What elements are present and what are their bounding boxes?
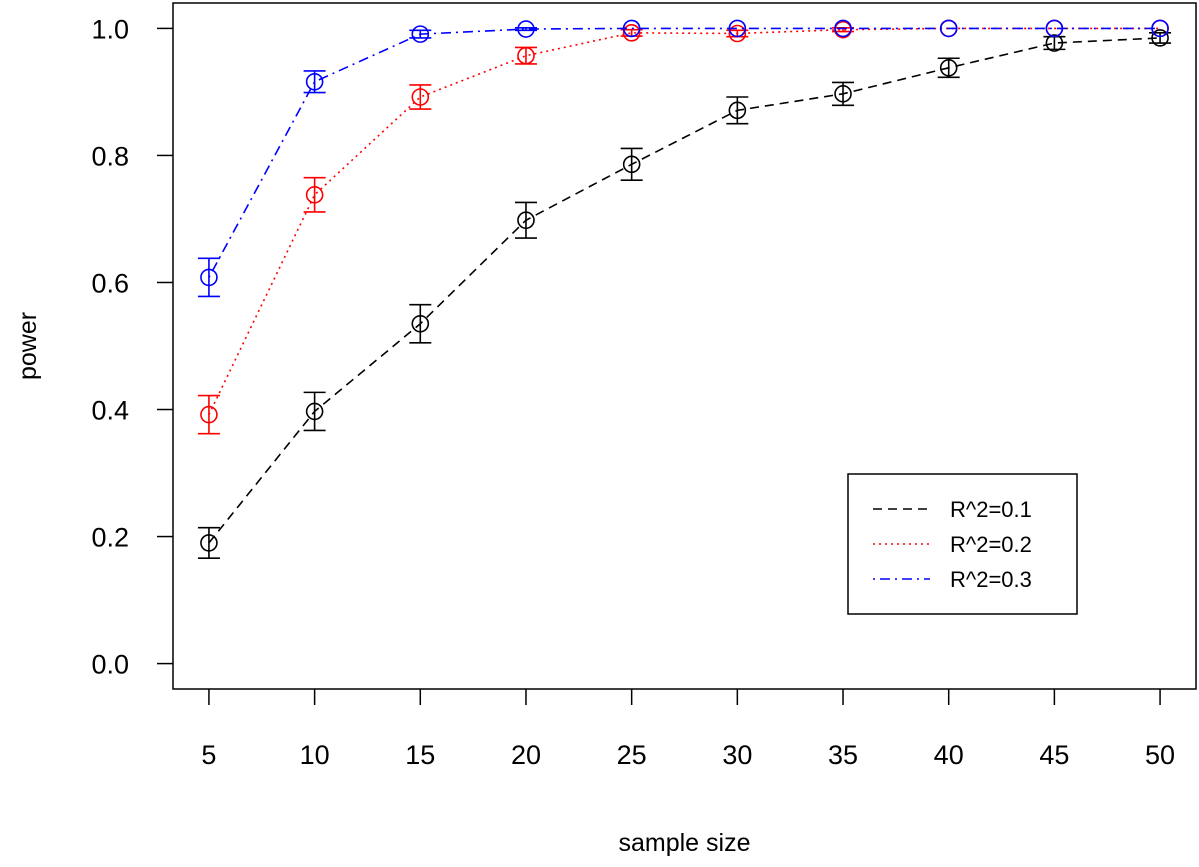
data-point — [411, 88, 430, 106]
series-3 — [197, 19, 1169, 298]
data-point — [622, 155, 641, 174]
y-axis-title: power — [14, 312, 42, 380]
x-tick-label: 15 — [405, 740, 435, 770]
series-1 — [197, 29, 1172, 559]
x-tick-label: 25 — [617, 740, 647, 770]
legend: R^2=0.1 R^2=0.2 R^2=0.3 — [847, 473, 1078, 615]
data-point — [200, 268, 218, 287]
x-tick-label: 40 — [934, 740, 964, 770]
y-tick-label: 0.6 — [91, 268, 129, 298]
x-tick-label: 45 — [1039, 740, 1069, 770]
legend-label: R^2=0.1 — [950, 497, 1032, 522]
data-point — [200, 534, 218, 552]
x-tick-label: 30 — [722, 740, 752, 770]
data-point — [834, 19, 852, 38]
data-point — [411, 314, 430, 333]
series-line — [208, 27, 1161, 278]
data-point — [728, 24, 747, 43]
x-axis-title: sample size — [619, 829, 751, 857]
data-point — [939, 19, 958, 38]
data-point — [939, 58, 958, 77]
data-point — [1045, 34, 1064, 52]
x-tick-label: 10 — [300, 740, 330, 770]
y-tick-label: 1.0 — [91, 14, 129, 44]
axes: 5 10 15 20 25 30 35 40 45 50 0.0 0.2 0.4 0.6 0.8 1.0 — [91, 14, 1175, 770]
data-point — [517, 211, 535, 230]
series-line — [208, 27, 1161, 415]
legend-label: R^2=0.3 — [950, 567, 1032, 592]
data-point — [834, 85, 852, 103]
data-point — [200, 405, 218, 424]
x-tick-label: 5 — [201, 740, 216, 770]
x-tick-label: 50 — [1145, 740, 1175, 770]
data-point — [622, 24, 641, 42]
data-point — [1151, 19, 1169, 38]
x-tick-label: 20 — [511, 740, 541, 770]
series-layer — [197, 19, 1172, 559]
x-tick-label: 35 — [828, 740, 858, 770]
plot-frame — [172, 2, 1197, 690]
data-point — [517, 20, 535, 38]
y-tick-label: 0.2 — [91, 523, 129, 553]
data-point — [1151, 29, 1169, 47]
data-point — [728, 101, 747, 120]
data-point — [305, 402, 324, 421]
series-line — [208, 37, 1161, 544]
series-2 — [197, 19, 1169, 435]
data-point — [305, 72, 324, 91]
data-point — [411, 25, 430, 43]
data-point — [1045, 19, 1064, 38]
data-point — [305, 186, 324, 204]
y-tick-label: 0.0 — [91, 650, 129, 680]
y-tick-label: 0.8 — [91, 141, 129, 171]
data-point — [517, 46, 535, 65]
data-point — [622, 19, 641, 38]
legend-label: R^2=0.2 — [950, 532, 1032, 557]
data-point — [728, 19, 747, 38]
y-tick-label: 0.4 — [91, 396, 129, 426]
